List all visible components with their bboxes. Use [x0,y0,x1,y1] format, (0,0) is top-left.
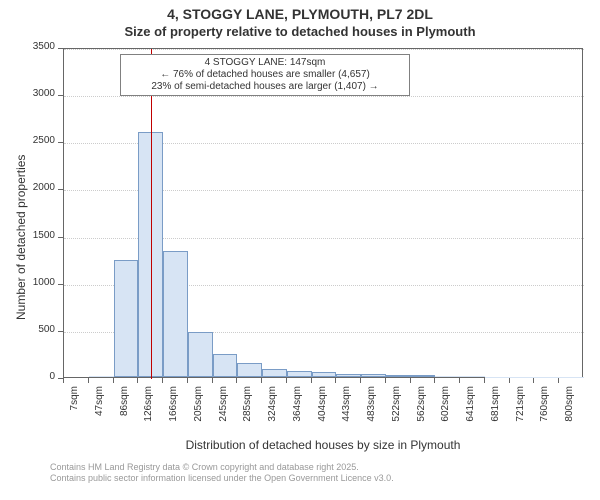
histogram-bar [213,354,238,377]
y-tick [58,95,63,96]
y-tick [58,189,63,190]
x-tick [137,378,138,383]
x-tick [311,378,312,383]
property-marker-line [151,49,152,379]
x-tick [261,378,262,383]
x-tick-label: 7sqm [69,386,80,434]
x-tick-label: 285sqm [242,386,253,434]
x-tick [335,378,336,383]
x-tick [434,378,435,383]
histogram-bar [188,332,213,377]
y-tick-label: 0 [15,371,55,382]
x-tick [88,378,89,383]
histogram-bar [435,376,460,377]
y-tick-label: 1000 [15,277,55,288]
plot-area [63,48,583,378]
y-tick [58,142,63,143]
x-tick [113,378,114,383]
x-tick [410,378,411,383]
chart-title-address: 4, STOGGY LANE, PLYMOUTH, PL7 2DL [0,6,600,22]
x-tick [558,378,559,383]
x-tick-label: 47sqm [94,386,105,434]
x-tick-label: 443sqm [341,386,352,434]
footer-line-1: Contains HM Land Registry data © Crown c… [50,462,394,473]
x-tick-label: 483sqm [366,386,377,434]
y-tick-label: 3000 [15,88,55,99]
x-tick-label: 641sqm [465,386,476,434]
x-tick [212,378,213,383]
x-tick [286,378,287,383]
histogram-bar [237,363,262,377]
y-tick [58,284,63,285]
annotation-line-0: 4 STOGGY LANE: 147sqm [125,57,405,69]
x-tick-label: 721sqm [515,386,526,434]
annotation-line-1: ← 76% of detached houses are smaller (4,… [125,69,405,81]
histogram-bar [386,375,411,377]
histogram-bar [336,374,361,377]
y-tick-label: 1500 [15,230,55,241]
footer-line-2: Contains public sector information licen… [50,473,394,484]
histogram-bar [163,251,188,377]
histogram-bar [411,375,436,377]
x-tick-label: 245sqm [218,386,229,434]
gridline [64,96,584,97]
x-tick [187,378,188,383]
x-tick [236,378,237,383]
annotation-box: 4 STOGGY LANE: 147sqm← 76% of detached h… [120,54,410,96]
y-tick-label: 3500 [15,41,55,52]
annotation-line-2: 23% of semi-detached houses are larger (… [125,81,405,93]
histogram-bar [312,372,337,377]
x-tick-label: 404sqm [317,386,328,434]
x-tick-label: 86sqm [119,386,130,434]
x-tick [509,378,510,383]
y-tick [58,48,63,49]
y-tick [58,331,63,332]
histogram-bar [460,376,485,377]
y-tick-label: 500 [15,324,55,335]
x-tick-label: 760sqm [539,386,550,434]
histogram-bar [361,374,386,377]
histogram-bar [89,376,114,377]
x-tick [162,378,163,383]
x-tick [360,378,361,383]
gridline [64,49,584,50]
x-tick-label: 602sqm [440,386,451,434]
x-tick-label: 324sqm [267,386,278,434]
histogram-bar [287,371,312,377]
y-tick [58,237,63,238]
histogram-bar [114,260,139,377]
x-axis-label: Distribution of detached houses by size … [63,438,583,452]
x-tick [459,378,460,383]
chart-subtitle: Size of property relative to detached ho… [0,24,600,39]
y-tick-label: 2500 [15,135,55,146]
x-tick [533,378,534,383]
x-tick-label: 681sqm [490,386,501,434]
x-tick-label: 522sqm [391,386,402,434]
x-tick-label: 126sqm [143,386,154,434]
x-tick [385,378,386,383]
x-tick-label: 364sqm [292,386,303,434]
x-tick [63,378,64,383]
histogram-bar [262,369,287,377]
x-tick-label: 562sqm [416,386,427,434]
x-tick [484,378,485,383]
y-tick-label: 2000 [15,182,55,193]
footer-attribution: Contains HM Land Registry data © Crown c… [50,462,394,484]
x-tick-label: 800sqm [564,386,575,434]
x-tick-label: 166sqm [168,386,179,434]
x-tick-label: 205sqm [193,386,204,434]
